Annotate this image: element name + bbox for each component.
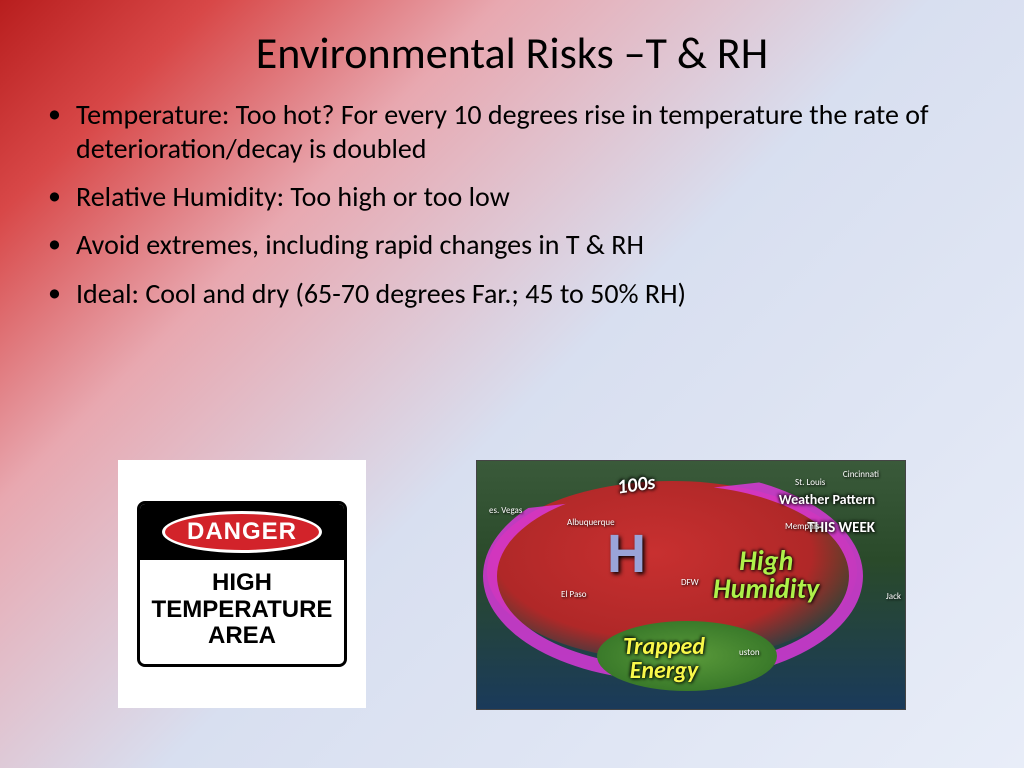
sign-header-bar: DANGER <box>140 504 344 560</box>
sign-body: HIGH TEMPERATURE AREA <box>140 560 344 663</box>
slide: Environmental Risks –T & RH Temperature:… <box>0 0 1024 768</box>
weather-map-graphic: H 100s Weather Pattern THIS WEEK High Hu… <box>476 460 906 710</box>
sign-frame: DANGER HIGH TEMPERATURE AREA <box>137 501 347 666</box>
trapped-energy-label: Trapped Energy <box>623 635 705 683</box>
hundreds-label: 100s <box>616 472 657 497</box>
danger-sign-graphic: DANGER HIGH TEMPERATURE AREA <box>118 460 366 708</box>
bullet-item: Temperature: Too hot? For every 10 degre… <box>70 98 974 166</box>
slide-title: Environmental Risks –T & RH <box>0 0 1024 98</box>
bullet-list: Temperature: Too hot? For every 10 degre… <box>0 98 1024 311</box>
sign-line: TEMPERATURE <box>146 597 338 623</box>
city-label: Jack <box>886 591 901 602</box>
city-label: uston <box>739 647 760 658</box>
sign-line: AREA <box>146 623 338 649</box>
pattern-text: Weather Pattern <box>779 491 875 508</box>
image-row: DANGER HIGH TEMPERATURE AREA H 100s Weat… <box>0 460 1024 710</box>
city-label: St. Louis <box>795 477 825 488</box>
city-label: Cincinnati <box>843 469 879 480</box>
city-label: es. Vegas <box>489 505 522 516</box>
high-pressure-h: H <box>607 527 646 581</box>
bullet-item: Ideal: Cool and dry (65-70 degrees Far.;… <box>70 277 974 311</box>
sign-line: HIGH <box>146 570 338 596</box>
bullet-item: Avoid extremes, including rapid changes … <box>70 228 974 262</box>
city-label: El Paso <box>561 589 587 600</box>
city-label: DFW <box>681 577 699 588</box>
city-label: Albuquerque <box>567 517 615 528</box>
bullet-item: Relative Humidity: Too high or too low <box>70 180 974 214</box>
high-humidity-label: High Humidity <box>713 547 819 603</box>
danger-oval: DANGER <box>162 511 322 553</box>
city-label: Memphis <box>785 521 819 532</box>
